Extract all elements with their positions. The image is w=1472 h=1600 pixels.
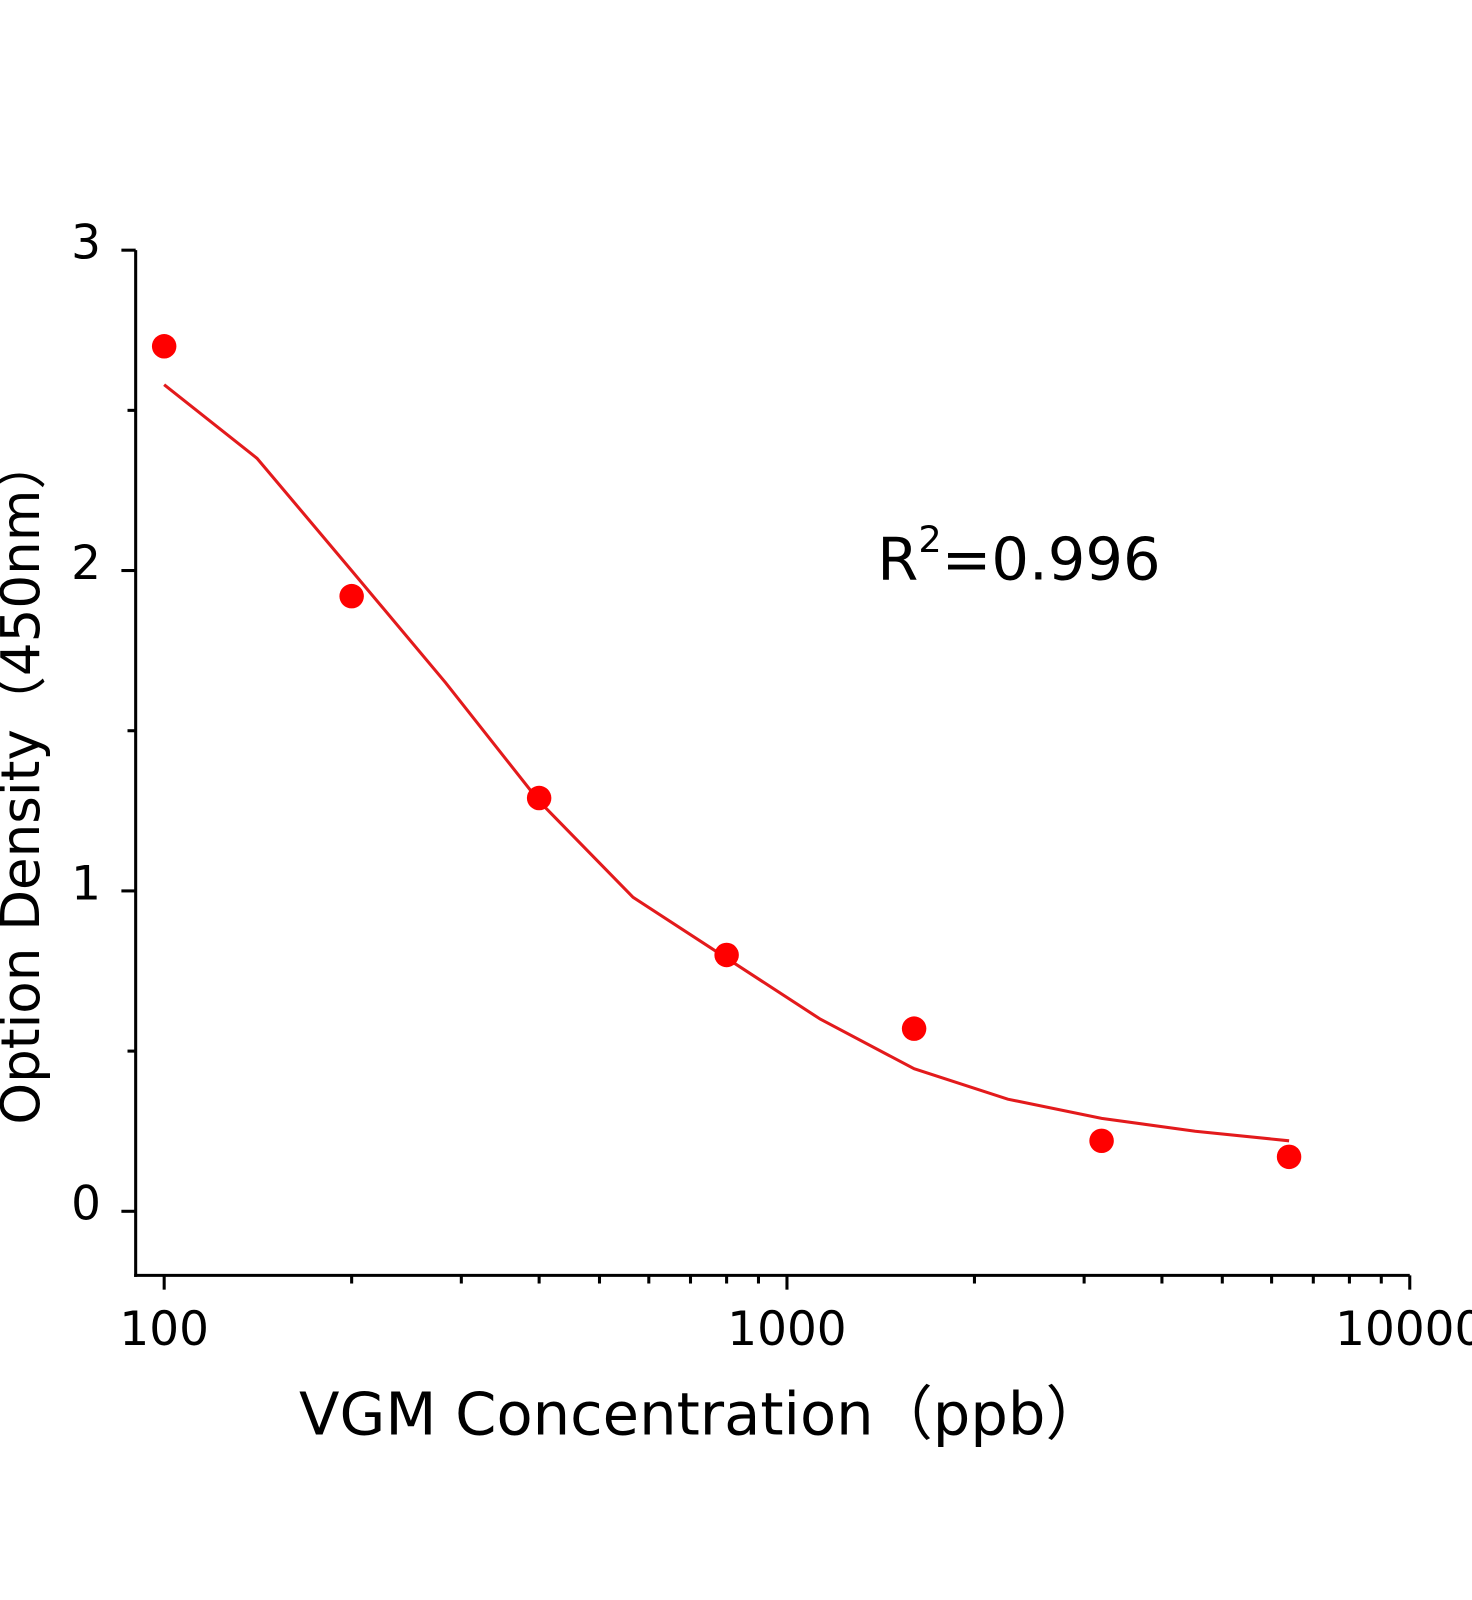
annotation-rest: =0.996	[942, 524, 1161, 593]
y-axis-label: Option Density（450nm）	[0, 437, 52, 1125]
x-tick-label: 100	[119, 1302, 209, 1357]
x-axis-label: VGM Concentration（ppb）	[299, 1379, 1105, 1448]
y-tick-label: 2	[71, 536, 101, 591]
y-tick-label: 0	[71, 1177, 101, 1232]
annotation: R2=0.996	[877, 517, 1160, 593]
x-tick-label: 1000	[727, 1302, 846, 1357]
y-tick-label: 1	[71, 856, 101, 911]
data-point	[714, 942, 739, 968]
data-point	[901, 1016, 927, 1041]
y-tick-label: 3	[71, 216, 101, 271]
fit-curve	[163, 383, 1290, 1143]
x-tick-label: 10000	[1335, 1302, 1472, 1357]
annotation-sup: 2	[918, 517, 941, 560]
data-point	[151, 334, 177, 359]
data-point	[339, 583, 364, 609]
annotation-base: R	[877, 524, 918, 593]
data-point	[1089, 1128, 1114, 1154]
data-point	[526, 785, 552, 811]
data-point	[1276, 1144, 1302, 1170]
